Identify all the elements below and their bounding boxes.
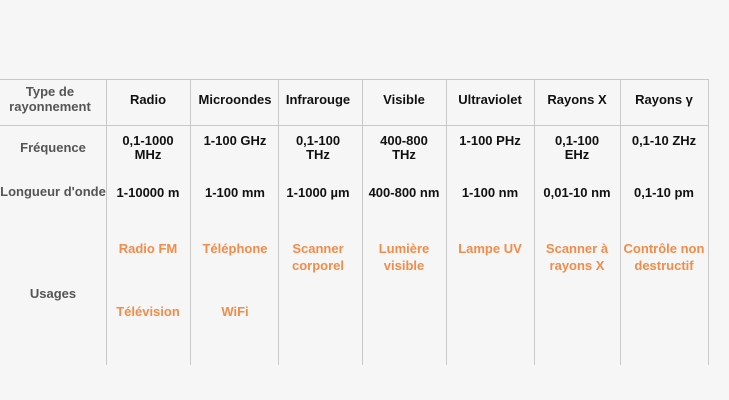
frequency-value: 1-100 PHz — [459, 133, 521, 148]
row-header-wavelength: Longueur d'onde — [0, 184, 106, 199]
wavelength-value: 1-100 nm — [461, 185, 519, 200]
column-header: Rayons γ — [635, 92, 693, 107]
column-divider — [190, 79, 191, 365]
frequency-value: 0,1-100 EHz — [554, 133, 600, 162]
frequency-value: 1-100 GHz — [203, 133, 267, 148]
usage-label: Contrôle non destructif — [623, 241, 705, 273]
wavelength-value: 1-100 mm — [205, 185, 265, 200]
row-header-type: Type de rayonnement — [9, 84, 91, 114]
wavelength-value: 400-800 nm — [368, 185, 440, 200]
column-header: Rayons X — [547, 92, 607, 107]
frequency-value: 0,1-10 ZHz — [631, 133, 697, 148]
wavelength-value: 1-1000 µm — [286, 185, 350, 200]
usage-label: Téléphone — [202, 241, 268, 256]
column-divider — [534, 79, 535, 365]
usage-label: Scanner à rayons X — [545, 241, 609, 273]
header-bottom-rule — [0, 125, 708, 126]
row-header-usages: Usages — [29, 286, 77, 301]
column-divider — [106, 79, 107, 365]
column-header: Visible — [383, 92, 425, 107]
usage-label: Scanner corporel — [291, 241, 344, 273]
usage-label: WiFi — [221, 304, 249, 319]
column-header: Radio — [129, 92, 167, 107]
column-header: Infrarouge — [285, 92, 351, 107]
frequency-value: 0,1-100 THz — [295, 133, 341, 162]
column-divider — [708, 79, 709, 365]
column-header: Ultraviolet — [458, 92, 522, 107]
usage-label: Lumière visible — [378, 241, 430, 273]
column-divider — [362, 79, 363, 365]
usage-label: Télévision — [116, 304, 180, 319]
wavelength-value: 0,1-10 pm — [634, 185, 694, 200]
column-divider — [446, 79, 447, 365]
row-header-frequency: Fréquence — [20, 140, 86, 155]
frequency-value: 400-800 THz — [380, 133, 428, 162]
column-divider — [620, 79, 621, 365]
wavelength-value: 0,01-10 nm — [543, 185, 611, 200]
header-top-rule — [0, 79, 708, 80]
column-divider — [278, 79, 279, 365]
usage-label: Radio FM — [118, 241, 178, 256]
column-header: Microondes — [198, 92, 272, 107]
usage-label: Lampe UV — [458, 241, 522, 256]
frequency-value: 0,1-1000 MHz — [122, 133, 174, 162]
wavelength-value: 1-10000 m — [116, 185, 180, 200]
